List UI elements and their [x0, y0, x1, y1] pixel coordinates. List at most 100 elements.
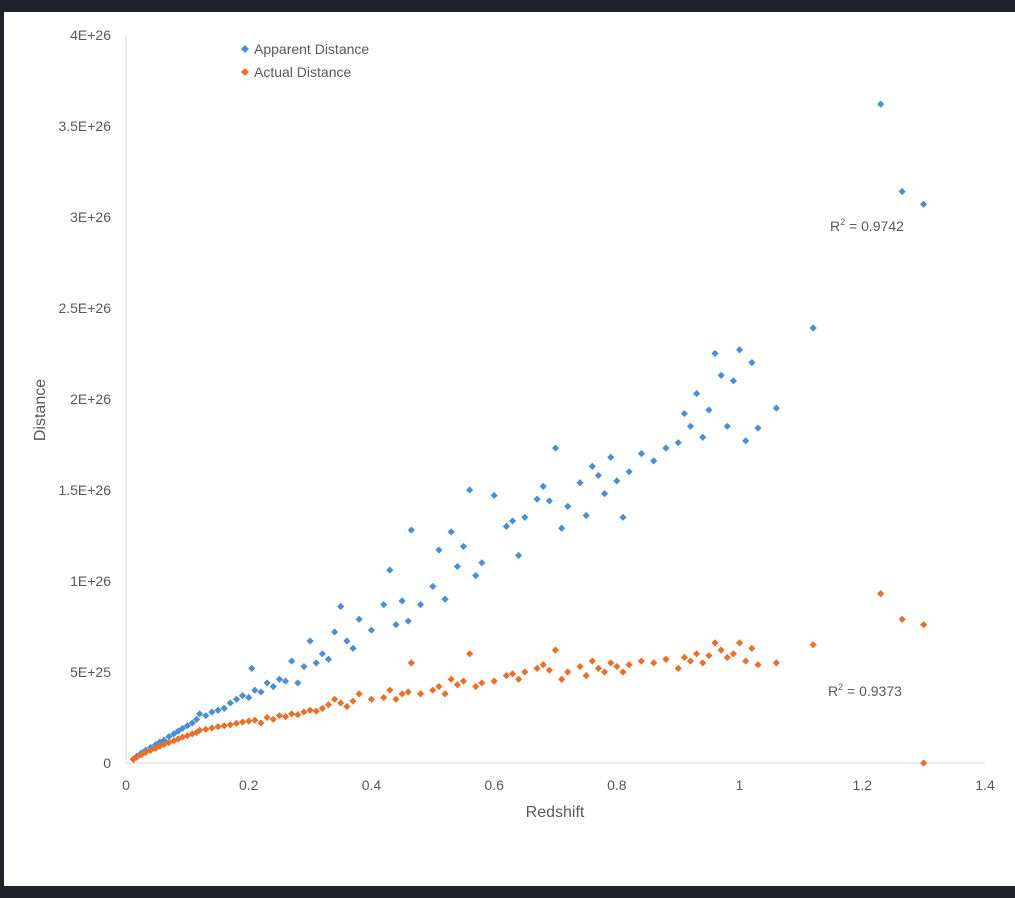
data-point: [202, 712, 210, 720]
data-point: [257, 719, 265, 727]
legend-marker-actual: [241, 68, 249, 76]
data-point: [312, 659, 320, 667]
data-point: [502, 672, 511, 680]
data-point: [613, 662, 621, 671]
series-actual-distance: [129, 590, 928, 767]
data-point: [306, 706, 314, 714]
data-point: [398, 597, 406, 605]
data-point: [349, 697, 357, 705]
y-tick-label: 0: [103, 755, 111, 771]
legend: Apparent Distance Actual Distance: [241, 41, 369, 80]
data-point: [809, 324, 817, 332]
data-point: [564, 668, 572, 676]
data-point: [515, 675, 523, 683]
data-point: [174, 735, 182, 743]
data-point: [686, 657, 695, 665]
data-point: [226, 699, 234, 707]
data-point: [693, 650, 701, 658]
data-point: [772, 659, 780, 667]
data-point: [416, 690, 425, 698]
data-point: [717, 371, 725, 379]
data-point: [269, 682, 277, 691]
legend-item-actual[interactable]: Actual Distance: [241, 64, 351, 80]
data-point: [380, 601, 388, 609]
data-point: [407, 659, 415, 667]
data-point: [551, 646, 560, 654]
data-point: [472, 682, 480, 691]
data-point: [551, 444, 560, 452]
data-point: [521, 668, 529, 676]
data-point: [680, 653, 688, 662]
data-point: [275, 712, 283, 720]
data-point: [625, 661, 633, 669]
y-tick-label: 5E+25: [70, 664, 111, 680]
data-point: [478, 679, 486, 687]
data-point: [674, 664, 682, 672]
data-point: [748, 359, 756, 367]
data-point: [619, 668, 627, 676]
y-tick-label: 4E+26: [70, 27, 111, 43]
data-point: [490, 491, 498, 500]
data-point: [594, 471, 603, 480]
data-point: [576, 479, 584, 487]
data-point: [735, 639, 744, 647]
data-point: [214, 723, 222, 731]
data-point: [466, 486, 474, 494]
chart-panel: 0 5E+25 1E+26 1.5E+26 2E+26 2.5E+26 3E+26 3.5E+…: [4, 12, 1015, 886]
data-point: [521, 513, 529, 521]
data-point: [662, 655, 670, 663]
data-point: [729, 377, 738, 385]
data-point: [416, 601, 425, 609]
data-point: [662, 444, 670, 452]
x-tick-label: 0.2: [239, 777, 259, 793]
data-point: [214, 706, 222, 714]
x-tick-label: 0: [122, 777, 130, 793]
data-point: [349, 644, 357, 652]
x-tick-label: 1.4: [975, 777, 995, 793]
data-point: [367, 695, 376, 703]
data-point: [637, 450, 645, 458]
data-point: [754, 424, 762, 432]
series-apparent-distance: [129, 100, 928, 763]
data-point: [558, 675, 566, 683]
legend-marker-apparent: [241, 45, 249, 53]
legend-item-apparent[interactable]: Apparent Distance: [241, 41, 369, 57]
data-point: [898, 187, 906, 196]
r2-label-apparent: R2 = 0.9742: [830, 217, 904, 234]
data-point: [337, 602, 345, 611]
data-point: [920, 200, 928, 208]
data-point: [711, 639, 719, 647]
data-point: [392, 621, 400, 629]
data-point: [735, 346, 744, 354]
data-point: [705, 652, 713, 660]
x-tick-label: 1: [736, 777, 744, 793]
data-point: [183, 732, 191, 740]
data-point: [318, 704, 326, 712]
x-tick-label: 0.8: [607, 777, 627, 793]
data-point: [192, 715, 201, 723]
data-point: [146, 746, 155, 754]
data-point: [441, 595, 449, 603]
data-point: [294, 711, 302, 719]
y-tick-label: 1.5E+26: [58, 482, 111, 498]
data-point: [170, 737, 178, 745]
data-point: [748, 644, 756, 652]
data-point: [600, 490, 609, 498]
data-point: [263, 713, 271, 722]
data-point: [245, 717, 253, 725]
data-point: [220, 722, 228, 730]
data-point: [429, 582, 437, 591]
data-point: [564, 502, 572, 510]
data-point: [705, 406, 713, 414]
data-point: [742, 657, 750, 665]
data-point: [877, 100, 885, 108]
data-point: [404, 617, 412, 625]
data-point: [686, 422, 695, 430]
data-point: [588, 657, 596, 665]
r2-label-actual: R2 = 0.9373: [828, 682, 902, 699]
y-tick-label: 2.5E+26: [58, 300, 111, 316]
data-point: [680, 409, 688, 418]
data-point: [600, 668, 609, 676]
y-tick-label: 3E+26: [70, 209, 111, 225]
